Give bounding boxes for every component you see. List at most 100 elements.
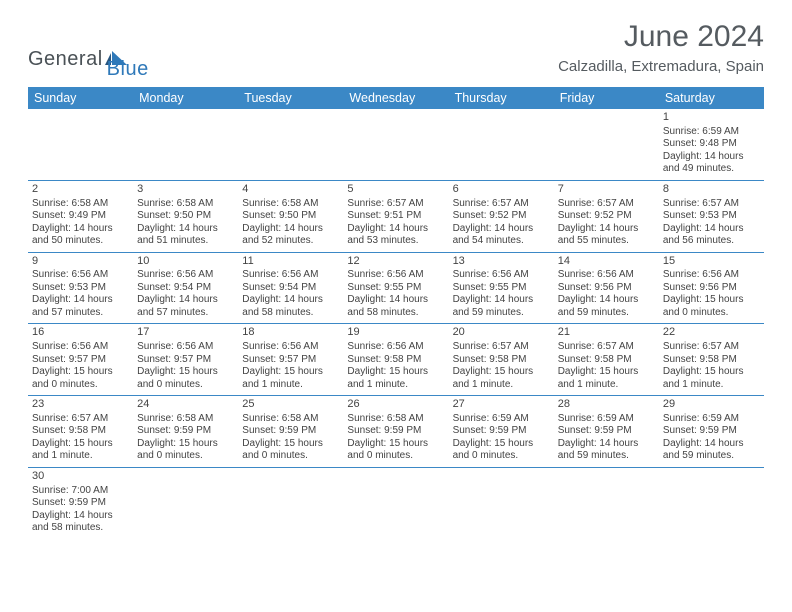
day-info-line: Sunset: 9:54 PM <box>137 282 234 295</box>
day-info-line: Daylight: 15 hours <box>137 366 234 379</box>
day-number: 8 <box>663 183 760 197</box>
calendar-day-cell: 26Sunrise: 6:58 AMSunset: 9:59 PMDayligh… <box>343 396 448 468</box>
day-info-line: Sunrise: 6:58 AM <box>137 198 234 211</box>
day-info-line: and 1 minute. <box>347 379 444 392</box>
day-number: 3 <box>137 183 234 197</box>
day-info-line: Sunset: 9:59 PM <box>137 425 234 438</box>
calendar-day-cell: 5Sunrise: 6:57 AMSunset: 9:51 PMDaylight… <box>343 180 448 252</box>
calendar-day-cell: 19Sunrise: 6:56 AMSunset: 9:58 PMDayligh… <box>343 324 448 396</box>
day-info-line: Daylight: 14 hours <box>32 510 129 523</box>
title-block: June 2024 Calzadilla, Extremadura, Spain <box>558 20 764 75</box>
day-number: 22 <box>663 326 760 340</box>
day-info-line: Daylight: 15 hours <box>242 438 339 451</box>
day-number: 26 <box>347 398 444 412</box>
day-info-line: and 57 minutes. <box>137 307 234 320</box>
day-info-line: Sunrise: 7:00 AM <box>32 485 129 498</box>
calendar-body: 1Sunrise: 6:59 AMSunset: 9:48 PMDaylight… <box>28 109 764 539</box>
day-info-line: Sunrise: 6:57 AM <box>32 413 129 426</box>
day-info-line: Daylight: 15 hours <box>242 366 339 379</box>
weekday-header: Thursday <box>449 87 554 109</box>
calendar-day-cell: 29Sunrise: 6:59 AMSunset: 9:59 PMDayligh… <box>659 396 764 468</box>
calendar-day-cell: 27Sunrise: 6:59 AMSunset: 9:59 PMDayligh… <box>449 396 554 468</box>
day-info-line: and 1 minute. <box>558 379 655 392</box>
day-info-line: Sunset: 9:58 PM <box>32 425 129 438</box>
brand-logo: General Blue <box>28 38 149 81</box>
day-info-line: Sunrise: 6:56 AM <box>137 269 234 282</box>
calendar-empty-cell <box>343 467 448 538</box>
day-info-line: Sunset: 9:55 PM <box>347 282 444 295</box>
calendar-day-cell: 8Sunrise: 6:57 AMSunset: 9:53 PMDaylight… <box>659 180 764 252</box>
day-info-line: Sunset: 9:50 PM <box>137 210 234 223</box>
day-number: 23 <box>32 398 129 412</box>
day-info-line: Daylight: 14 hours <box>32 294 129 307</box>
day-info-line: Sunrise: 6:59 AM <box>663 126 760 139</box>
day-info-line: Sunrise: 6:58 AM <box>137 413 234 426</box>
page-header: General Blue June 2024 Calzadilla, Extre… <box>28 20 764 81</box>
day-number: 17 <box>137 326 234 340</box>
day-info-line: Sunset: 9:59 PM <box>663 425 760 438</box>
day-number: 13 <box>453 255 550 269</box>
day-info-line: Sunrise: 6:58 AM <box>242 198 339 211</box>
day-info-line: Sunset: 9:58 PM <box>663 354 760 367</box>
day-number: 28 <box>558 398 655 412</box>
day-info-line: and 59 minutes. <box>558 450 655 463</box>
day-info-line: and 58 minutes. <box>32 522 129 535</box>
day-info-line: Sunset: 9:59 PM <box>242 425 339 438</box>
day-number: 18 <box>242 326 339 340</box>
day-info-line: Sunset: 9:58 PM <box>347 354 444 367</box>
calendar-header-row: SundayMondayTuesdayWednesdayThursdayFrid… <box>28 87 764 109</box>
weekday-header: Monday <box>133 87 238 109</box>
day-number: 7 <box>558 183 655 197</box>
day-info-line: and 54 minutes. <box>453 235 550 248</box>
calendar-day-cell: 24Sunrise: 6:58 AMSunset: 9:59 PMDayligh… <box>133 396 238 468</box>
calendar-day-cell: 16Sunrise: 6:56 AMSunset: 9:57 PMDayligh… <box>28 324 133 396</box>
day-info-line: and 1 minute. <box>663 379 760 392</box>
calendar-table: SundayMondayTuesdayWednesdayThursdayFrid… <box>28 87 764 539</box>
calendar-empty-cell <box>659 467 764 538</box>
weekday-header: Sunday <box>28 87 133 109</box>
calendar-day-cell: 25Sunrise: 6:58 AMSunset: 9:59 PMDayligh… <box>238 396 343 468</box>
day-info-line: Sunset: 9:59 PM <box>32 497 129 510</box>
day-info-line: Daylight: 14 hours <box>137 223 234 236</box>
day-info-line: Sunrise: 6:56 AM <box>242 269 339 282</box>
day-number: 27 <box>453 398 550 412</box>
day-info-line: Sunrise: 6:56 AM <box>347 341 444 354</box>
calendar-empty-cell <box>554 109 659 180</box>
calendar-week-row: 30Sunrise: 7:00 AMSunset: 9:59 PMDayligh… <box>28 467 764 538</box>
day-info-line: Daylight: 14 hours <box>242 223 339 236</box>
day-number: 15 <box>663 255 760 269</box>
day-info-line: Daylight: 15 hours <box>347 438 444 451</box>
day-number: 4 <box>242 183 339 197</box>
day-number: 19 <box>347 326 444 340</box>
day-info-line: Sunrise: 6:56 AM <box>347 269 444 282</box>
day-info-line: Sunrise: 6:58 AM <box>347 413 444 426</box>
day-info-line: Sunrise: 6:57 AM <box>453 198 550 211</box>
calendar-day-cell: 6Sunrise: 6:57 AMSunset: 9:52 PMDaylight… <box>449 180 554 252</box>
day-info-line: Sunrise: 6:56 AM <box>242 341 339 354</box>
day-number: 6 <box>453 183 550 197</box>
location-text: Calzadilla, Extremadura, Spain <box>558 58 764 75</box>
day-info-line: and 0 minutes. <box>32 379 129 392</box>
day-info-line: Sunset: 9:58 PM <box>558 354 655 367</box>
day-info-line: and 59 minutes. <box>558 307 655 320</box>
calendar-empty-cell <box>28 109 133 180</box>
day-info-line: Sunset: 9:57 PM <box>242 354 339 367</box>
day-info-line: Daylight: 15 hours <box>347 366 444 379</box>
calendar-empty-cell <box>133 467 238 538</box>
day-info-line: Sunrise: 6:58 AM <box>32 198 129 211</box>
calendar-day-cell: 23Sunrise: 6:57 AMSunset: 9:58 PMDayligh… <box>28 396 133 468</box>
day-info-line: and 0 minutes. <box>663 307 760 320</box>
day-info-line: Sunset: 9:58 PM <box>453 354 550 367</box>
day-info-line: and 0 minutes. <box>453 450 550 463</box>
day-number: 2 <box>32 183 129 197</box>
calendar-week-row: 23Sunrise: 6:57 AMSunset: 9:58 PMDayligh… <box>28 396 764 468</box>
day-info-line: Sunrise: 6:56 AM <box>32 341 129 354</box>
day-info-line: Sunset: 9:49 PM <box>32 210 129 223</box>
day-info-line: Daylight: 15 hours <box>32 438 129 451</box>
day-info-line: and 50 minutes. <box>32 235 129 248</box>
day-info-line: Sunrise: 6:56 AM <box>558 269 655 282</box>
calendar-day-cell: 22Sunrise: 6:57 AMSunset: 9:58 PMDayligh… <box>659 324 764 396</box>
calendar-day-cell: 10Sunrise: 6:56 AMSunset: 9:54 PMDayligh… <box>133 252 238 324</box>
calendar-empty-cell <box>449 109 554 180</box>
calendar-week-row: 1Sunrise: 6:59 AMSunset: 9:48 PMDaylight… <box>28 109 764 180</box>
